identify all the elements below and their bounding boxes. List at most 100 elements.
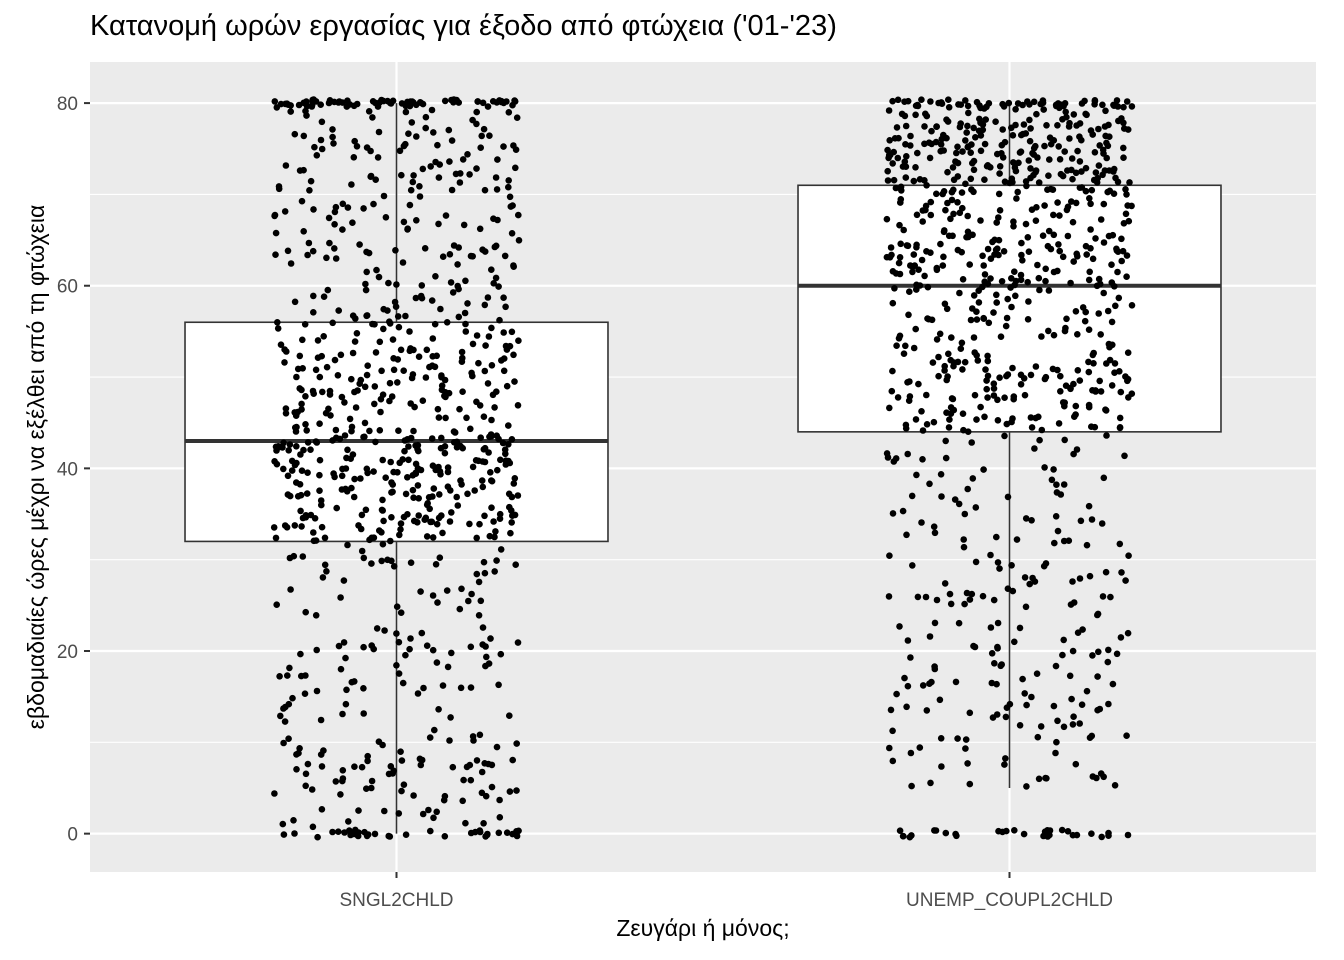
data-point [1065, 123, 1073, 130]
data-point [505, 109, 513, 116]
data-point [1048, 476, 1056, 484]
data-point [1027, 414, 1035, 421]
data-point [435, 220, 442, 228]
data-point [1059, 651, 1066, 659]
data-point [1031, 445, 1038, 452]
data-point [273, 601, 281, 608]
data-point [1117, 388, 1125, 396]
data-point [1122, 210, 1130, 218]
data-point [277, 341, 285, 349]
data-point [397, 748, 404, 755]
data-point [436, 161, 444, 168]
data-point [312, 612, 320, 619]
data-point [454, 502, 462, 509]
data-point [913, 241, 920, 249]
data-point [422, 124, 430, 132]
data-point [959, 276, 967, 283]
data-point [1093, 774, 1100, 782]
data-point [1050, 466, 1057, 473]
data-point [1025, 157, 1033, 164]
data-point [1055, 143, 1062, 150]
data-point [476, 225, 484, 233]
data-point [1033, 204, 1040, 211]
data-point [348, 484, 355, 492]
data-point [980, 105, 988, 112]
data-point [894, 154, 902, 162]
data-point [302, 421, 309, 428]
data-point [904, 682, 912, 690]
data-point [964, 760, 971, 767]
data-point [319, 574, 327, 581]
data-point [304, 439, 312, 446]
data-point [929, 359, 937, 366]
data-point [346, 415, 354, 423]
data-point [946, 416, 953, 423]
data-point [904, 637, 912, 644]
data-point [510, 262, 517, 269]
data-point [961, 600, 968, 608]
data-point [1074, 147, 1081, 155]
data-point [938, 100, 946, 107]
data-point [996, 163, 1004, 170]
data-point [360, 433, 367, 441]
data-point [933, 123, 940, 130]
data-point [1085, 326, 1093, 334]
data-point [437, 305, 444, 313]
data-point [1058, 826, 1066, 834]
data-point [380, 192, 388, 200]
data-point [913, 471, 920, 479]
data-point [432, 273, 439, 280]
data-point [931, 619, 939, 627]
data-point [947, 410, 955, 418]
data-point [321, 534, 329, 542]
data-point [1061, 436, 1068, 444]
data-point [294, 365, 302, 373]
data-point [1031, 578, 1039, 585]
data-point [366, 427, 373, 435]
data-point [896, 827, 904, 834]
data-point [1122, 577, 1129, 584]
data-point [1102, 107, 1109, 115]
data-point [967, 316, 975, 324]
data-point [976, 115, 983, 123]
data-point [931, 827, 938, 834]
data-point [337, 594, 344, 601]
data-point [889, 367, 896, 375]
data-point [280, 739, 287, 747]
data-point [284, 672, 291, 679]
data-point [937, 735, 945, 742]
data-point [438, 434, 445, 442]
data-point [1032, 414, 1039, 422]
data-point [457, 170, 464, 177]
data-point [405, 443, 412, 450]
data-point [303, 490, 311, 497]
data-point [488, 266, 495, 274]
data-point [980, 315, 988, 323]
data-point [1074, 331, 1081, 338]
data-point [1000, 248, 1008, 255]
data-point [975, 127, 983, 135]
data-point [914, 149, 921, 157]
data-point [1001, 432, 1008, 440]
data-point [902, 421, 910, 429]
data-point [1020, 830, 1028, 838]
data-point [944, 118, 952, 125]
data-point [352, 404, 360, 411]
data-point [962, 180, 969, 188]
data-point [492, 528, 499, 535]
data-point [363, 268, 371, 276]
data-point [407, 434, 415, 442]
data-point [368, 784, 375, 792]
data-point [293, 443, 300, 450]
data-point [316, 456, 324, 464]
data-point [1085, 368, 1093, 376]
data-point [503, 98, 510, 105]
data-point [955, 619, 963, 627]
data-point [976, 102, 983, 109]
data-point [331, 221, 338, 228]
data-point [303, 427, 311, 434]
data-point [1114, 178, 1122, 186]
data-point [318, 352, 326, 360]
data-point [1089, 387, 1096, 394]
data-point [936, 330, 944, 338]
